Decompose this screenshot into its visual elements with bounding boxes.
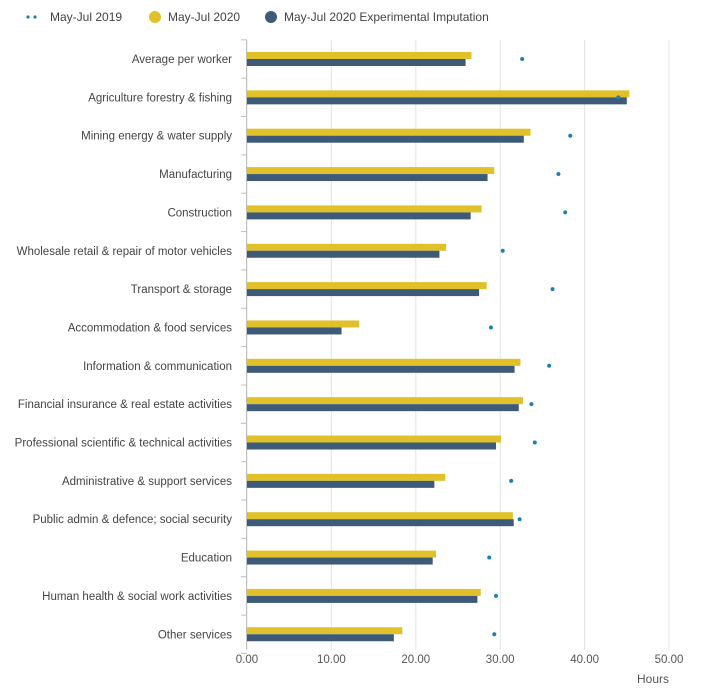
dot-may-jul-2019 bbox=[563, 210, 568, 215]
category-label: Average per worker bbox=[132, 54, 232, 66]
category-label: Professional scientific & technical acti… bbox=[15, 438, 233, 450]
dot-may-jul-2019 bbox=[547, 363, 552, 368]
bar-may-jul-2020 bbox=[247, 512, 513, 520]
bar-may-jul-2020 bbox=[247, 358, 521, 366]
dot-may-jul-2019 bbox=[487, 555, 492, 560]
dot-may-jul-2019 bbox=[509, 478, 514, 483]
bar-experimental-imputation bbox=[247, 557, 433, 565]
bar-experimental-imputation bbox=[247, 634, 394, 642]
category-label: Human health & social work activities bbox=[42, 591, 232, 603]
legend-label: May-Jul 2020 Experimental Imputation bbox=[284, 10, 489, 24]
legend-label: May-Jul 2019 bbox=[50, 10, 122, 24]
bar-may-jul-2020 bbox=[247, 473, 446, 481]
bar-may-jul-2020 bbox=[247, 435, 502, 443]
category-label: Manufacturing bbox=[159, 169, 232, 181]
category-label: Financial insurance & real estate activi… bbox=[18, 399, 232, 411]
bar-experimental-imputation bbox=[247, 519, 514, 527]
bars bbox=[247, 52, 630, 642]
dot-may-jul-2019 bbox=[500, 248, 505, 253]
category-label: Agriculture forestry & fishing bbox=[88, 92, 232, 104]
x-axis: Hours 0.00 10.00 20.00 30.00 40.00 50.00 bbox=[236, 654, 684, 686]
bar-may-jul-2020 bbox=[247, 128, 531, 136]
dot-may-jul-2019 bbox=[529, 402, 534, 407]
category-label: Administrative & support services bbox=[62, 476, 232, 488]
bar-may-jul-2020 bbox=[247, 205, 482, 213]
category-label: Other services bbox=[158, 629, 232, 641]
dot-may-jul-2019 bbox=[492, 632, 497, 637]
category-label: Construction bbox=[167, 207, 232, 219]
bar-experimental-imputation bbox=[247, 442, 496, 450]
category-label: Information & communication bbox=[83, 361, 232, 373]
dot-may-jul-2019 bbox=[493, 593, 498, 598]
category-label: Mining energy & water supply bbox=[81, 131, 232, 143]
bar-may-jul-2020 bbox=[247, 167, 495, 175]
bar-experimental-imputation bbox=[247, 289, 480, 297]
category-label: Public admin & defence; social security bbox=[33, 514, 233, 526]
bar-experimental-imputation bbox=[247, 327, 342, 335]
category-label: Transport & storage bbox=[131, 284, 232, 296]
bar-experimental-imputation bbox=[247, 212, 471, 220]
x-tick-label: 10.00 bbox=[317, 654, 346, 666]
bar-may-jul-2020 bbox=[247, 90, 630, 98]
bar-experimental-imputation bbox=[247, 174, 488, 182]
bar-may-jul-2020 bbox=[247, 282, 487, 290]
legend-dot-icon bbox=[26, 15, 30, 19]
dot-may-jul-2019 bbox=[616, 95, 621, 100]
dot-may-jul-2019 bbox=[520, 57, 525, 61]
x-tick-label: 30.00 bbox=[486, 654, 515, 666]
bar-may-jul-2020 bbox=[247, 320, 360, 328]
dot-may-jul-2019 bbox=[517, 517, 522, 522]
x-tick-label: 20.00 bbox=[401, 654, 430, 666]
dots bbox=[487, 57, 621, 637]
category-label: Education bbox=[181, 553, 232, 565]
bar-may-jul-2020 bbox=[247, 243, 447, 251]
bar-may-jul-2020 bbox=[247, 550, 437, 558]
bar-experimental-imputation bbox=[247, 135, 524, 143]
legend-swatch-icon bbox=[265, 11, 277, 23]
legend-swatch-icon bbox=[149, 11, 161, 23]
bar-experimental-imputation bbox=[247, 595, 478, 603]
dot-may-jul-2019 bbox=[550, 287, 555, 292]
bar-may-jul-2020 bbox=[247, 52, 472, 59]
bar-experimental-imputation bbox=[247, 404, 519, 412]
bar-experimental-imputation bbox=[247, 480, 435, 488]
bar-experimental-imputation bbox=[247, 365, 515, 373]
bar-experimental-imputation bbox=[247, 97, 627, 105]
bar-may-jul-2020 bbox=[247, 627, 403, 635]
dot-may-jul-2019 bbox=[488, 325, 493, 330]
x-tick-label: 0.00 bbox=[236, 654, 258, 666]
x-tick-label: 50.00 bbox=[655, 654, 684, 666]
bar-may-jul-2020 bbox=[247, 588, 481, 596]
category-label: Accommodation & food services bbox=[68, 322, 233, 334]
category-labels: Average per worker Agriculture forestry &… bbox=[15, 54, 233, 641]
legend: May-Jul 2019 May-Jul 2020 May-Jul 2020 Exp… bbox=[26, 10, 489, 24]
x-axis-title: Hours bbox=[637, 672, 669, 686]
category-label: Wholesale retail & repair of motor vehic… bbox=[17, 246, 233, 258]
dot-may-jul-2019 bbox=[532, 440, 537, 445]
dot-may-jul-2019 bbox=[568, 133, 573, 138]
dot-may-jul-2019 bbox=[556, 172, 561, 177]
legend-label: May-Jul 2020 bbox=[168, 10, 240, 24]
legend-dot-icon bbox=[33, 15, 37, 19]
bar-experimental-imputation bbox=[247, 250, 440, 258]
x-tick-label: 40.00 bbox=[570, 654, 599, 666]
bar-experimental-imputation bbox=[247, 59, 466, 66]
bar-may-jul-2020 bbox=[247, 397, 523, 405]
